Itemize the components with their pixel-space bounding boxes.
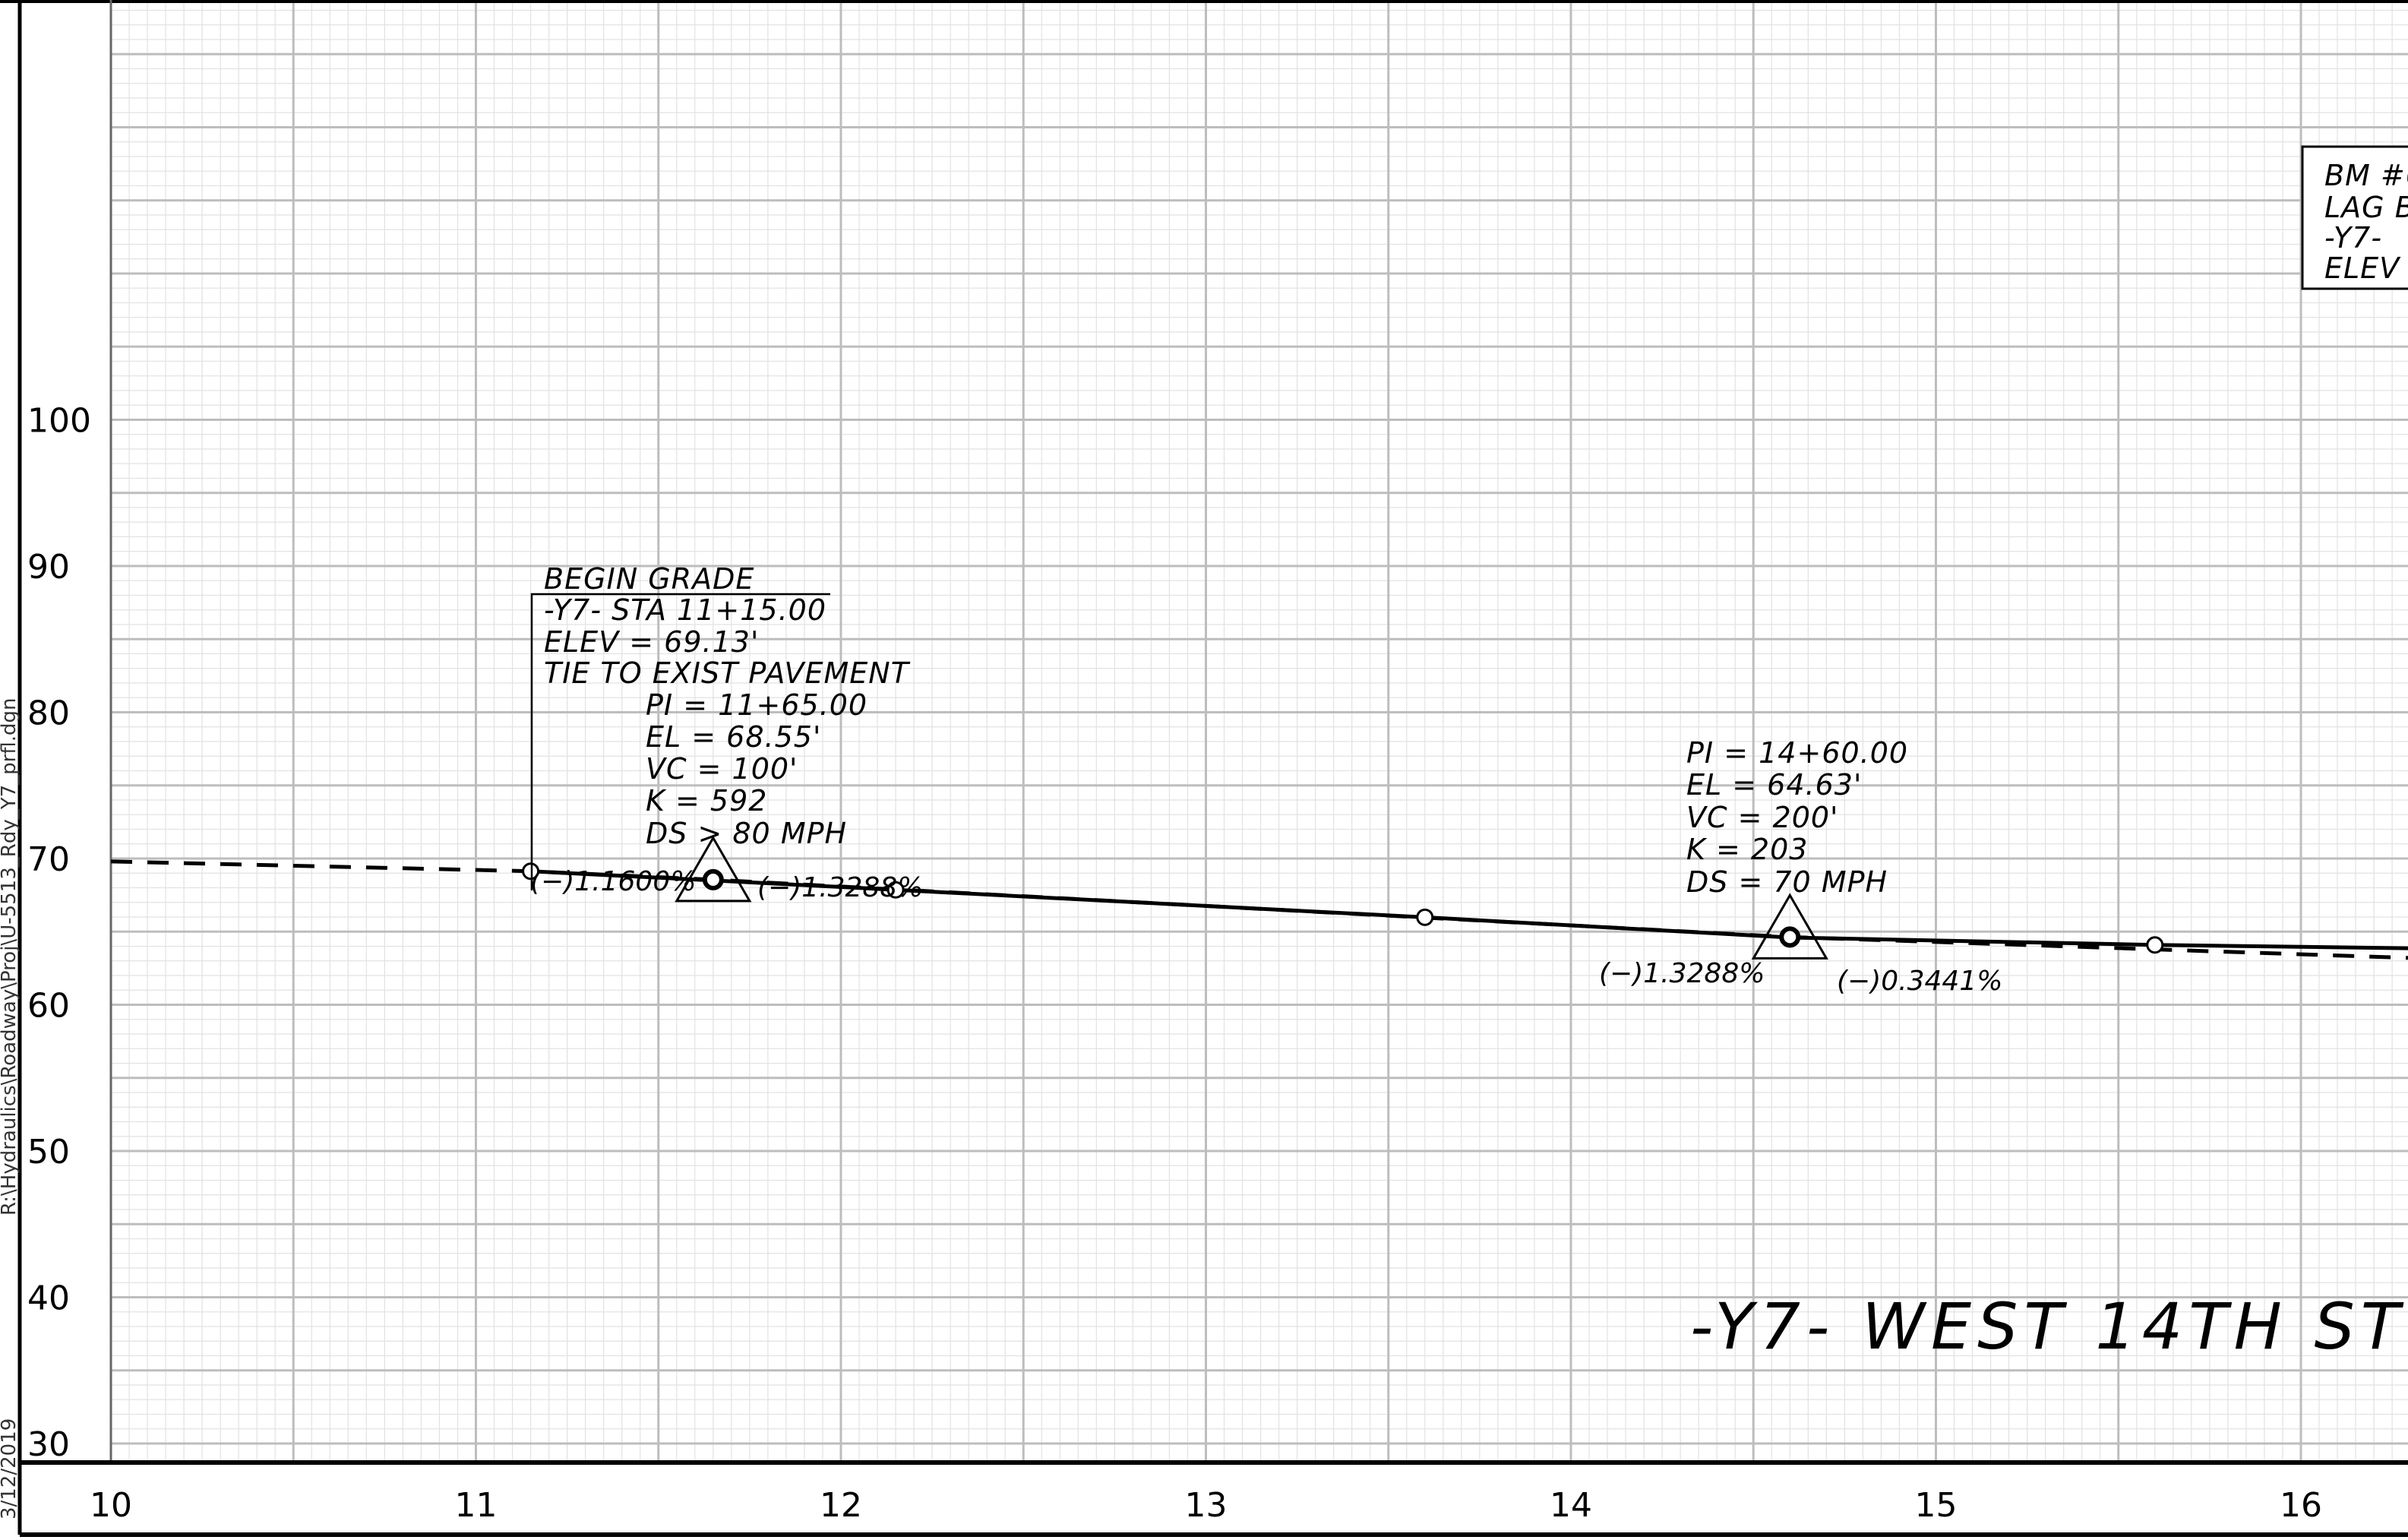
x-tick-label: 10 [90,1486,132,1525]
x-tick-label: 13 [1185,1486,1228,1525]
benchmark-frame [2301,145,2408,290]
x-tick-label: 14 [1550,1486,1592,1525]
margin-file-path: R:\Hydraulics\Roadway\Proj\U-5513_Rdy_Y7… [0,698,21,1216]
pi-2-notes: PI = 14+60.00 EL = 64.63' VC = 200' K = … [1686,736,1908,899]
station-marker [2146,936,2164,954]
benchmark-id: BM #6 [2324,159,2408,192]
pi-2-design-speed: DS = 70 MPH [1686,865,1888,899]
station-marker [522,862,540,881]
begin-grade-heading: BEGIN GRADE [544,562,754,596]
begin-grade-elev: ELEV = 69.13' [544,625,759,659]
pi-1-design-speed: DS > 80 MPH [646,817,847,850]
profile-markers [522,835,2164,960]
x-axis-ticks: 10 11 12 13 14 15 16 [90,1486,2322,1525]
grade-label-4: (−)0.3441% [1837,966,2002,997]
y-tick-label: 80 [27,694,70,733]
pi-1-elevation: EL = 68.55' [646,720,821,754]
grade-label-3: (−)1.3288% [1599,958,1765,989]
profile-title: -Y7- WEST 14TH ST (S [1690,1289,2408,1364]
y-tick-label: 30 [27,1425,70,1464]
begin-grade-leader [530,593,830,890]
x-tick-label: 15 [1915,1486,1958,1525]
benchmark-box: BM #6 LAG B -Y7- ELEV [2301,145,2408,290]
y-tick-label: 70 [27,840,70,879]
pi-2-k-value: K = 203 [1686,833,1808,866]
minor-grid [111,0,2408,1463]
benchmark-alignment: -Y7- [2324,221,2382,255]
pi-triangle-marker [1751,893,1828,960]
margin-date: 3/12/2019 [0,1418,21,1519]
y-tick-label: 60 [27,987,70,1026]
y-axis-ticks: 30 40 50 60 70 80 90 100 [27,402,91,1465]
pi-point-marker [1779,926,1801,948]
pi-2-elevation: EL = 64.63' [1686,768,1862,802]
benchmark-elev: ELEV [2324,251,2401,285]
major-grid [109,0,2408,1463]
station-marker [886,881,905,899]
benchmark-desc: LAG B [2324,191,2408,224]
y-tick-label: 100 [27,402,91,441]
station-marker [1416,908,1434,926]
x-tick-label: 12 [820,1486,862,1525]
x-tick-label: 16 [2280,1486,2322,1525]
grade-label-1: (−)1.1600% [530,866,696,897]
y-tick-label: 90 [27,548,70,587]
begin-grade-tie: TIE TO EXIST PAVEMENT [544,656,911,690]
y-tick-label: 50 [27,1133,70,1172]
y-tick-label: 40 [27,1279,70,1318]
begin-grade-callout: BEGIN GRADE -Y7- STA 11+15.00 ELEV = 69.… [530,562,911,890]
pi-triangle-marker [675,835,752,903]
begin-grade-station: -Y7- STA 11+15.00 [544,593,826,627]
pi-1-station: PI = 11+65.00 [646,688,867,722]
pi-2-vertical-curve: VC = 200' [1686,801,1839,834]
grade-label-2: (−)1.3288% [757,872,923,903]
x-tick-label: 11 [455,1486,498,1525]
pi-1-vertical-curve: VC = 100' [646,752,798,786]
pi-1-k-value: K = 592 [646,784,767,817]
pi-1-notes: PI = 11+65.00 EL = 68.55' VC = 100' K = … [646,688,867,850]
pi-2-station: PI = 14+60.00 [1686,736,1908,770]
pi-point-marker [702,868,724,890]
